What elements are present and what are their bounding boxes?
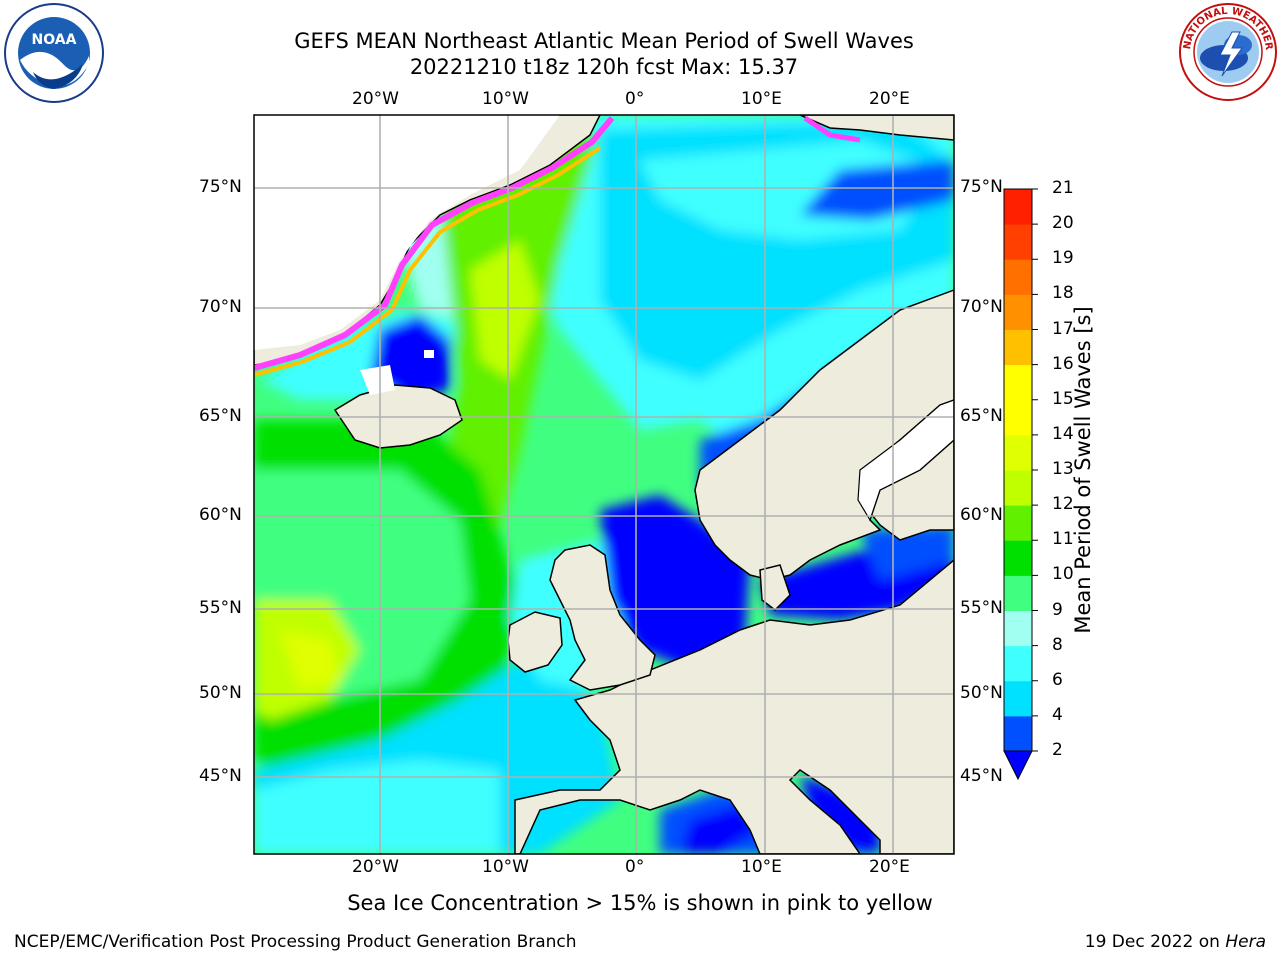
footer-host: Hera bbox=[1225, 932, 1266, 952]
colorbar-band bbox=[1004, 505, 1032, 541]
lat-tick-left: 45°N bbox=[199, 766, 242, 786]
colorbar-tick-label: 11 bbox=[1052, 529, 1074, 550]
colorbar-tick-label: 12 bbox=[1052, 494, 1074, 515]
colorbar-tick-label: 20 bbox=[1052, 213, 1074, 234]
colorbar-band bbox=[1004, 329, 1032, 366]
colorbar-tick-label: 15 bbox=[1052, 388, 1074, 409]
lon-tick-bottom: 0° bbox=[625, 857, 645, 877]
sea-ice-edge bbox=[254, 116, 615, 371]
lat-tick-right: 55°N bbox=[960, 598, 1003, 618]
lat-tick-right: 70°N bbox=[960, 297, 1003, 317]
colorbar-tick-label: 19 bbox=[1052, 248, 1074, 269]
colorbar-tick-label: 14 bbox=[1052, 423, 1074, 444]
lon-tick-bottom: 10°W bbox=[482, 857, 529, 877]
colorbar-band bbox=[1004, 575, 1032, 611]
colorbar-tick-label: 8 bbox=[1052, 634, 1063, 655]
colorbar-tick-label: 17 bbox=[1052, 318, 1074, 339]
lat-tick-right: 60°N bbox=[960, 505, 1003, 525]
lon-tick-bottom: 20°W bbox=[352, 857, 399, 877]
lat-tick-right: 65°N bbox=[960, 406, 1003, 426]
landmass bbox=[254, 115, 954, 854]
colorbar-tick-label: 16 bbox=[1052, 353, 1074, 374]
sea-ice-note: Sea Ice Concentration > 15% is shown in … bbox=[347, 891, 933, 915]
colorbar-tick-label: 9 bbox=[1052, 599, 1063, 620]
sea-ice-edge-outer bbox=[254, 146, 602, 377]
lon-tick-top: 0° bbox=[625, 89, 645, 109]
map-frame bbox=[253, 114, 955, 855]
colorbar-band bbox=[1004, 610, 1032, 647]
colorbar-band bbox=[1004, 715, 1032, 752]
map-title: GEFS MEAN Northeast Atlantic Mean Period… bbox=[294, 29, 914, 53]
gulf-of-bothnia bbox=[857, 399, 954, 522]
footer-date: 19 Dec 2022 on Hera bbox=[1085, 932, 1266, 952]
lon-tick-bottom: 10°E bbox=[741, 857, 782, 877]
colorbar-band bbox=[1004, 540, 1032, 576]
colorbar-label: Mean Period of Swell Waves [s] bbox=[1071, 306, 1095, 634]
lon-tick-top: 20°E bbox=[869, 89, 910, 109]
noaa-logo-icon: NOAA bbox=[4, 3, 104, 103]
colorbar-band bbox=[1004, 645, 1032, 682]
lat-tick-left: 70°N bbox=[199, 297, 242, 317]
lat-tick-left: 60°N bbox=[199, 505, 242, 525]
colorbar-band bbox=[1004, 224, 1032, 260]
lat-tick-right: 50°N bbox=[960, 683, 1003, 703]
lat-tick-left: 65°N bbox=[199, 406, 242, 426]
colorbar-band bbox=[1004, 294, 1032, 330]
lon-tick-top: 10°W bbox=[482, 89, 529, 109]
footer-date-text: 19 Dec 2022 on bbox=[1084, 932, 1226, 952]
graticule bbox=[254, 115, 954, 854]
lon-tick-top: 20°W bbox=[352, 89, 399, 109]
colorbar-tick-label: 6 bbox=[1052, 669, 1063, 690]
colorbar bbox=[1003, 188, 1038, 781]
colorbar-band bbox=[1004, 434, 1032, 471]
colorbar-band bbox=[1004, 470, 1032, 506]
colorbar-tick-label: 13 bbox=[1052, 459, 1074, 479]
colorbar-underflow-arrow bbox=[1003, 750, 1033, 781]
colorbar-band bbox=[1004, 680, 1032, 717]
colorbar-tick-label: 10 bbox=[1052, 564, 1074, 585]
colorbar-band bbox=[1004, 259, 1032, 295]
lat-tick-right: 45°N bbox=[960, 766, 1003, 786]
colorbar-tick-label: 18 bbox=[1052, 283, 1074, 304]
footer-credit: NCEP/EMC/Verification Post Processing Pr… bbox=[14, 932, 577, 952]
lat-tick-left: 50°N bbox=[199, 683, 242, 703]
colorbar-band bbox=[1004, 189, 1032, 225]
lat-tick-left: 75°N bbox=[199, 177, 242, 197]
colorbar-band bbox=[1004, 399, 1032, 436]
map-subtitle: 20221210 t18z 120h fcst Max: 15.37 bbox=[409, 55, 799, 79]
lat-tick-left: 55°N bbox=[199, 598, 242, 618]
no-data-region bbox=[360, 365, 395, 395]
no-data-region bbox=[254, 115, 560, 350]
colorbar-tick-label: 21 bbox=[1052, 178, 1074, 198]
lon-tick-top: 10°E bbox=[741, 89, 782, 109]
colorbar-tick-label: 4 bbox=[1052, 704, 1063, 725]
noaa-logo-text: NOAA bbox=[32, 32, 77, 48]
colorbar-tick-label: 2 bbox=[1052, 740, 1063, 760]
colorbar-band bbox=[1004, 364, 1032, 401]
nws-logo-icon: NATIONAL WEATHER SERVICE bbox=[1176, 0, 1277, 101]
lon-tick-bottom: 20°E bbox=[869, 857, 910, 877]
lat-tick-right: 75°N bbox=[960, 177, 1003, 197]
